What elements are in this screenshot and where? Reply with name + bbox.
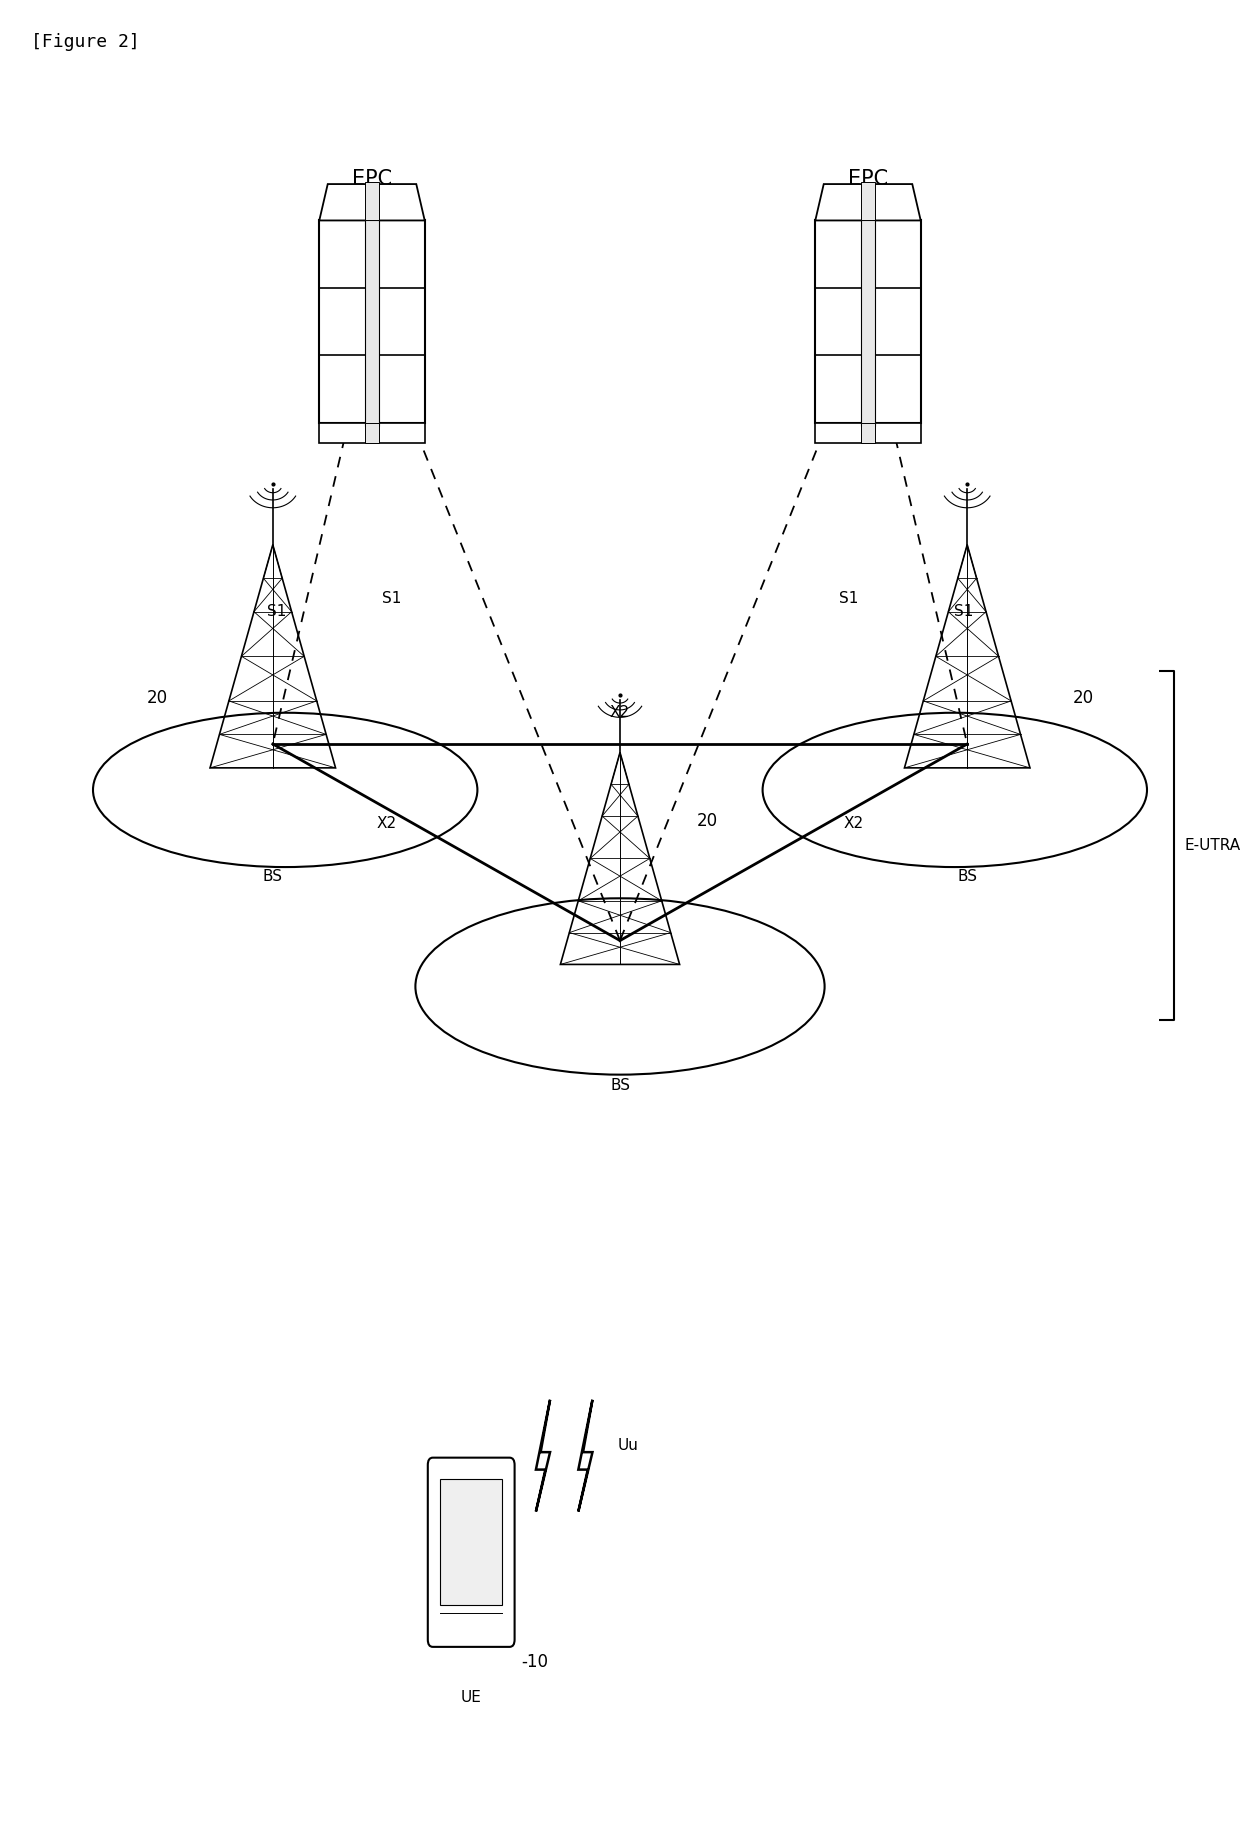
Text: X2: X2 (843, 816, 863, 832)
Bar (320, 423, 424, 443)
Bar (365, 182, 379, 220)
Text: 20: 20 (146, 689, 167, 707)
Bar (320, 220, 424, 423)
Text: UE: UE (461, 1690, 481, 1705)
Bar (816, 423, 920, 443)
Text: S1: S1 (382, 592, 402, 606)
Text: Uu: Uu (618, 1438, 639, 1453)
Polygon shape (320, 184, 424, 220)
Polygon shape (816, 184, 920, 220)
Text: EPC: EPC (848, 169, 888, 189)
FancyBboxPatch shape (428, 1459, 515, 1646)
Bar (816, 220, 920, 423)
Text: X2: X2 (610, 705, 630, 720)
Bar (365, 423, 379, 443)
Text: E-UTRAN: E-UTRAN (1184, 838, 1240, 852)
Text: 20: 20 (697, 812, 718, 830)
Text: S1: S1 (267, 604, 286, 619)
Text: BS: BS (957, 869, 977, 884)
Text: X2: X2 (377, 816, 397, 832)
Bar (861, 220, 875, 426)
Text: BS: BS (610, 1078, 630, 1093)
Text: 20: 20 (1073, 689, 1094, 707)
Text: S1: S1 (954, 604, 973, 619)
Text: BS: BS (263, 869, 283, 884)
Bar (861, 423, 875, 443)
Bar (861, 182, 875, 220)
Text: EPC: EPC (352, 169, 392, 189)
Text: -10: -10 (521, 1653, 548, 1672)
Text: [Figure 2]: [Figure 2] (31, 33, 140, 51)
Bar (365, 220, 379, 426)
Text: S1: S1 (838, 592, 858, 606)
Bar (440, 1479, 502, 1606)
